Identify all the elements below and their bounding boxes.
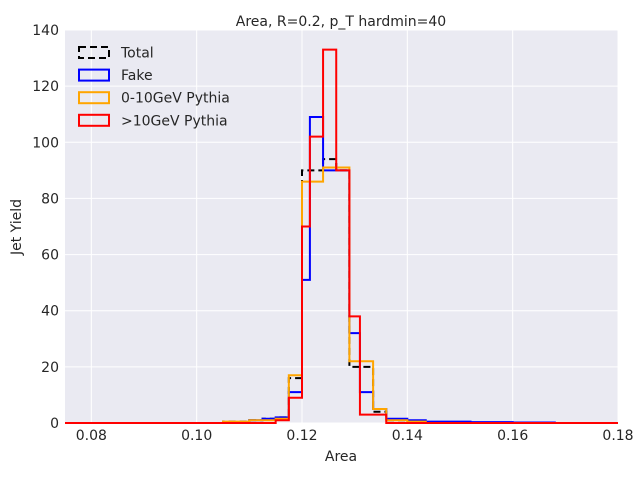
y-tick-label: 40 <box>41 304 59 320</box>
plot-background <box>65 30 618 423</box>
legend-swatch-0 <box>78 46 110 59</box>
legend-label-0: Total <box>120 46 154 62</box>
x-tick-label: 0.14 <box>392 428 423 444</box>
x-tick-label: 0.12 <box>286 428 317 444</box>
x-tick-label: 0.10 <box>181 428 212 444</box>
y-axis-ticks: 0 20 40 60 80 100 120 140 <box>32 23 59 432</box>
legend-label-2: 0-10GeV Pythia <box>121 91 230 107</box>
legend-label-3: >10GeV Pythia <box>121 113 228 129</box>
x-tick-label: 0.08 <box>76 428 107 444</box>
y-tick-label: 80 <box>41 191 59 207</box>
x-axis-label: Area <box>325 449 357 465</box>
grid <box>65 29 619 424</box>
chart-title: Area, R=0.2, p_T hardmin=40 <box>236 14 446 30</box>
x-axis-ticks: 0.08 0.10 0.12 0.14 0.16 0.18 <box>76 428 634 444</box>
legend-swatch-1 <box>78 68 110 82</box>
x-tick-label: 0.18 <box>602 428 633 444</box>
legend-swatch-3 <box>78 113 110 127</box>
y-tick-label: 140 <box>32 23 59 39</box>
y-tick-label: 20 <box>41 360 59 376</box>
y-tick-label: 120 <box>32 79 59 95</box>
legend-label-1: Fake <box>121 68 153 84</box>
series-line-3 <box>65 48 618 424</box>
legend: Total Fake 0-10GeV Pythia >10GeV Pythia <box>78 46 230 129</box>
y-tick-label: 60 <box>41 248 59 264</box>
y-axis-label: Jet Yield <box>9 199 25 256</box>
y-tick-label: 0 <box>50 416 59 432</box>
x-tick-label: 0.16 <box>497 428 528 444</box>
series-layer <box>65 48 618 424</box>
legend-swatch-2 <box>78 91 110 105</box>
y-tick-label: 100 <box>32 135 59 151</box>
